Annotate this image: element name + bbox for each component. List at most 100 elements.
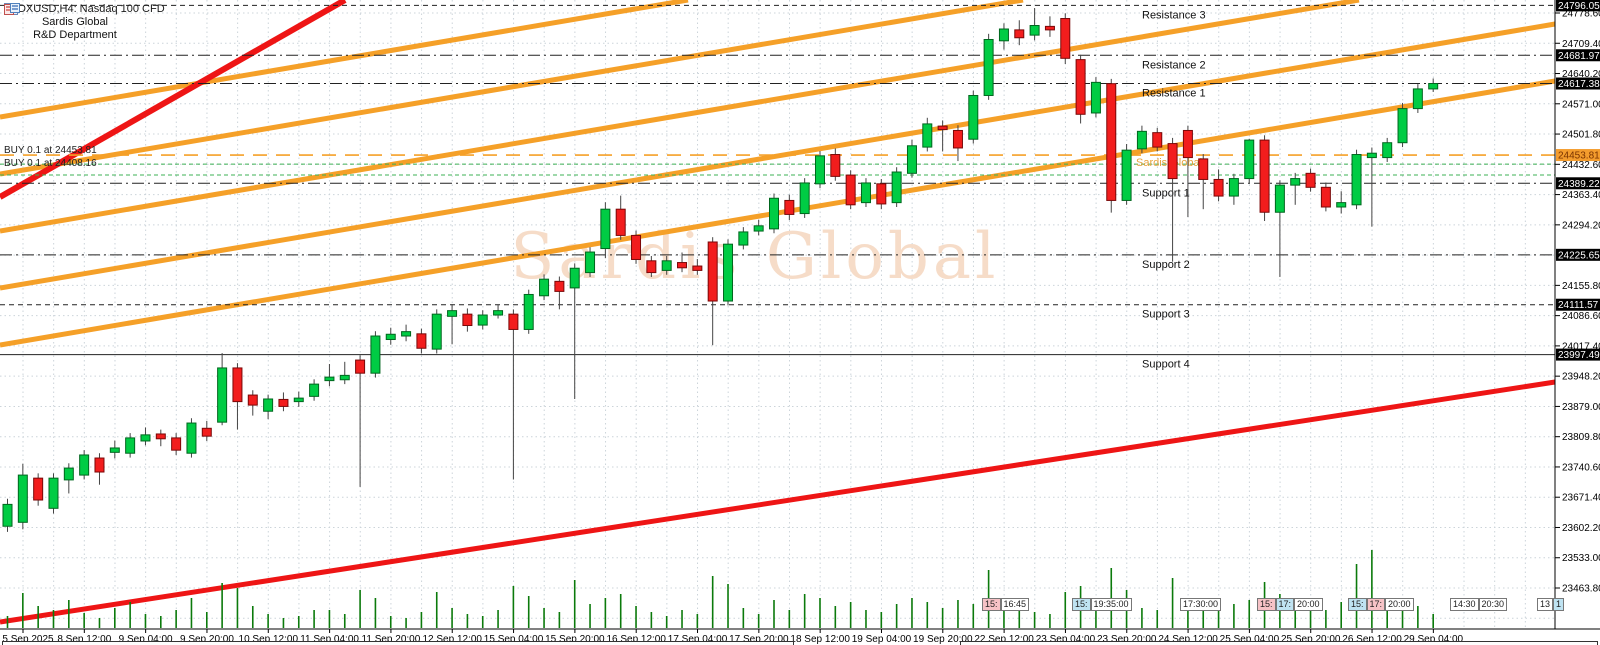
candle-body[interactable]	[201, 427, 212, 437]
time-flag[interactable]: 13 1	[1537, 598, 1565, 611]
candle-body[interactable]	[125, 437, 136, 454]
candle-body[interactable]	[769, 197, 779, 230]
candle-body[interactable]	[1382, 142, 1393, 159]
candle-body[interactable]	[1213, 178, 1224, 197]
time-label[interactable]: 15 Sep 20:00	[545, 634, 605, 645]
time-flag[interactable]: 15: 19:35:00	[1072, 598, 1132, 611]
candle-body[interactable]	[1182, 129, 1193, 159]
candle-body[interactable]	[968, 94, 979, 140]
candle-body[interactable]	[462, 313, 473, 327]
candle-body[interactable]	[1044, 25, 1055, 31]
candle-body[interactable]	[79, 454, 90, 476]
candle-body[interactable]	[1274, 184, 1285, 213]
candle-body[interactable]	[891, 171, 902, 204]
time-label[interactable]: 29 Sep 04:00	[1404, 634, 1464, 645]
candle-body[interactable]	[615, 208, 626, 236]
candle-body[interactable]	[447, 310, 458, 317]
time-label[interactable]: 23 Sep 20:00	[1097, 634, 1157, 645]
candle-body[interactable]	[263, 398, 274, 412]
candle-body[interactable]	[799, 182, 810, 215]
candle-body[interactable]	[309, 383, 320, 397]
candle-body[interactable]	[707, 241, 718, 302]
candle-body[interactable]	[677, 262, 688, 269]
candle-body[interactable]	[1090, 81, 1101, 114]
candle-body[interactable]	[738, 231, 749, 246]
candle-body[interactable]	[217, 367, 228, 423]
candle-body[interactable]	[17, 474, 28, 523]
candle-body[interactable]	[508, 313, 519, 330]
candle-body[interactable]	[784, 199, 795, 215]
candle-body[interactable]	[1228, 178, 1239, 197]
time-label[interactable]: 18 Sep 12:00	[790, 634, 850, 645]
time-label[interactable]: 12 Sep 12:00	[422, 634, 482, 645]
candle-body[interactable]	[830, 154, 841, 177]
time-label[interactable]: 25 Sep 04:00	[1220, 634, 1280, 645]
buy-order-label-2[interactable]: BUY 0.1 at 24408.16	[4, 158, 97, 169]
candle-body[interactable]	[48, 477, 59, 509]
candle-body[interactable]	[1351, 154, 1362, 206]
candle-body[interactable]	[692, 265, 703, 271]
time-label[interactable]: 9 Sep 04:00	[119, 634, 173, 645]
candle-body[interactable]	[983, 39, 994, 96]
candle-body[interactable]	[1244, 139, 1255, 180]
candle-body[interactable]	[952, 129, 963, 149]
bottom-panel-left[interactable]	[2, 641, 794, 645]
time-label[interactable]: 26 Sep 12:00	[1342, 634, 1402, 645]
candle-body[interactable]	[860, 182, 871, 204]
candle-body[interactable]	[523, 293, 534, 330]
candle-body[interactable]	[140, 434, 151, 442]
candle-body[interactable]	[186, 422, 197, 454]
candle-body[interactable]	[1259, 139, 1270, 213]
candle-body[interactable]	[600, 208, 611, 250]
time-label[interactable]: 16 Sep 12:00	[606, 634, 666, 645]
time-label[interactable]: 8 Sep 12:00	[57, 634, 111, 645]
candle-body[interactable]	[1106, 83, 1117, 201]
candle-body[interactable]	[1198, 158, 1209, 180]
candle-body[interactable]	[814, 155, 825, 185]
candle-body[interactable]	[1428, 82, 1439, 90]
candle-body[interactable]	[33, 477, 44, 501]
candle-body[interactable]	[370, 335, 381, 374]
time-label[interactable]: 11 Sep 20:00	[362, 634, 421, 645]
candle-body[interactable]	[2, 503, 13, 527]
time-label[interactable]: 24 Sep 12:00	[1158, 634, 1218, 645]
time-label[interactable]: 22 Sep 12:00	[974, 634, 1034, 645]
candle-body[interactable]	[539, 278, 550, 297]
candle-body[interactable]	[646, 260, 657, 274]
candle-body[interactable]	[1060, 18, 1071, 59]
time-flag[interactable]: 15: 16:45	[982, 598, 1030, 611]
candle-body[interactable]	[1029, 25, 1040, 36]
time-label[interactable]: 25 Sep 20:00	[1281, 634, 1341, 645]
candle-body[interactable]	[293, 397, 304, 403]
time-flag[interactable]: 15: 17: 20:00	[1348, 598, 1414, 611]
candle-body[interactable]	[1305, 172, 1316, 188]
candle-body[interactable]	[339, 374, 350, 381]
candle-body[interactable]	[937, 125, 948, 131]
candle-body[interactable]	[723, 243, 734, 302]
candle-body[interactable]	[876, 183, 887, 205]
time-label[interactable]: 19 Sep 04:00	[852, 634, 912, 645]
candle-body[interactable]	[922, 123, 933, 148]
candle-body[interactable]	[1320, 186, 1331, 208]
time-label[interactable]: 15 Sep 04:00	[484, 634, 544, 645]
time-label[interactable]: 9 Sep 20:00	[180, 634, 234, 645]
candle-body[interactable]	[232, 367, 243, 403]
orange-trendline[interactable]	[0, 0, 689, 120]
candle-body[interactable]	[416, 333, 427, 349]
time-label[interactable]: 23 Sep 04:00	[1036, 634, 1096, 645]
candle-body[interactable]	[109, 447, 120, 453]
time-label[interactable]: 19 Sep 20:00	[913, 634, 973, 645]
candle-body[interactable]	[385, 333, 396, 341]
candle-body[interactable]	[1075, 59, 1086, 115]
candle-body[interactable]	[431, 313, 442, 350]
candle-body[interactable]	[845, 174, 856, 206]
candle-body[interactable]	[477, 314, 488, 326]
candle-body[interactable]	[1290, 178, 1301, 186]
candle-body[interactable]	[355, 359, 366, 374]
candle-body[interactable]	[753, 225, 764, 232]
candle-body[interactable]	[63, 467, 74, 481]
candle-body[interactable]	[171, 437, 182, 451]
candle-body[interactable]	[554, 280, 565, 292]
red-trendline[interactable]	[0, 379, 1556, 625]
